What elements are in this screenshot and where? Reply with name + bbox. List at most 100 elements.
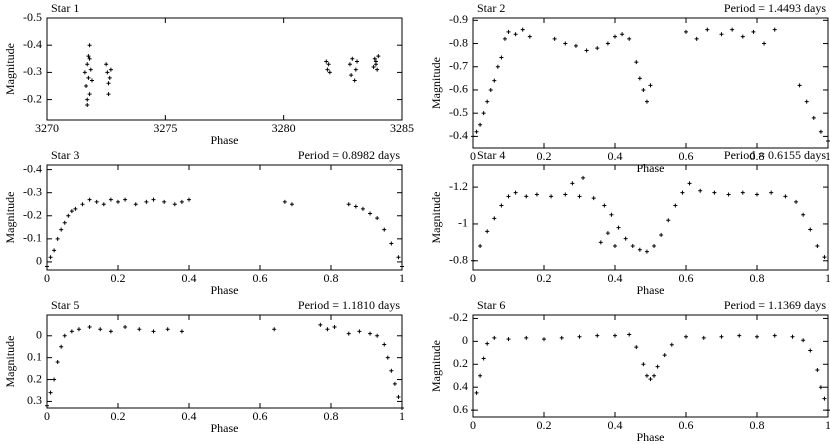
data-point [818,385,823,390]
period-label: Period = 1.1369 days [724,298,826,312]
data-point [272,327,277,332]
x-tick-label: 0 [470,149,476,163]
panel: Star 1 Phase Magnitude 3270 3275 3280 3285 -0.5… [3,1,414,147]
data-point [506,337,511,342]
panel-title: Star 1 [51,1,79,15]
data-point [347,62,352,67]
data-point [719,32,724,37]
data-point [499,55,504,60]
data-point [87,325,92,330]
x-tick-label: 0.2 [537,418,552,432]
data-point [396,255,401,260]
x-tick-label: 0.8 [324,409,339,423]
data-point [705,27,710,32]
data-point [55,236,60,241]
data-point [133,202,138,207]
data-point [52,248,57,253]
data-point [179,199,184,204]
y-tick-label: -0.2 [449,310,468,324]
data-point [613,333,617,338]
y-tick-label: -0.1 [23,231,42,245]
x-axis-label: Phase [211,283,239,297]
data-point [527,34,532,39]
data-point [382,342,387,347]
x-tick-label: 0.6 [679,418,694,432]
y-tick-label: 0.6 [453,402,468,416]
data-point [584,48,589,53]
data-point [98,327,103,332]
data-point [648,377,653,382]
data-point [737,333,742,338]
panel: Star 6 Period = 1.1369 days Phase Magnitude… [429,298,830,444]
y-tick-label: 0.2 [27,371,42,385]
data-point [87,197,92,202]
data-point [85,62,90,67]
panel-title: Star 2 [477,1,505,15]
data-point [602,203,607,208]
data-point [86,75,91,80]
data-point [673,203,678,208]
data-point [502,36,507,41]
data-point [52,377,57,382]
x-tick-label: 0.6 [679,271,694,285]
period-label: Period = 1.1810 days [298,298,400,312]
y-tick-label: -0.8 [449,253,468,267]
data-point [652,244,657,249]
data-point [187,197,191,202]
data-point [822,255,827,260]
data-point [481,356,486,361]
data-point [616,225,621,230]
data-point [396,395,401,400]
data-point [325,67,330,72]
data-point [513,32,518,37]
data-point [84,84,89,88]
y-tick-label: -0.4 [23,37,42,51]
x-tick-label: 0 [44,409,50,423]
data-point [474,129,479,134]
data-point [485,229,490,234]
data-point [772,27,777,32]
data-point [471,258,475,263]
data-point [474,390,479,395]
data-point [694,36,699,41]
data-point [637,247,642,252]
data-point [751,29,756,34]
data-point [591,196,596,201]
data-point [352,78,357,83]
plot-frame [46,17,403,121]
x-tick-label: 0.4 [182,271,197,285]
data-point [524,335,529,340]
data-point [804,99,809,104]
data-point [790,334,795,339]
data-point [605,41,610,46]
data-point [368,211,373,216]
data-point [326,62,331,67]
y-tick-label: -0.3 [23,64,42,78]
x-tick-label: 3275 [153,121,177,135]
data-point [355,59,360,64]
y-tick-label: -0.2 [23,91,42,105]
data-point [372,56,377,61]
data-point [45,264,49,269]
data-point [648,83,653,88]
data-point [375,333,380,338]
data-point [48,390,53,395]
data-point [822,396,827,401]
data-point [563,192,568,197]
data-point [534,192,539,197]
data-point [107,75,112,80]
x-tick-label: 1 [825,418,830,432]
data-point [755,192,759,197]
plot-frame [472,164,829,271]
data-point [644,99,649,104]
data-point [400,264,404,269]
x-axis-label: Phase [211,133,239,147]
data-point [45,403,49,408]
data-point [471,134,475,139]
data-point [630,244,635,249]
data-point [62,333,67,338]
data-point [400,406,404,410]
data-point [116,199,120,204]
y-tick-label: -0.3 [23,184,42,198]
data-point [492,216,497,221]
